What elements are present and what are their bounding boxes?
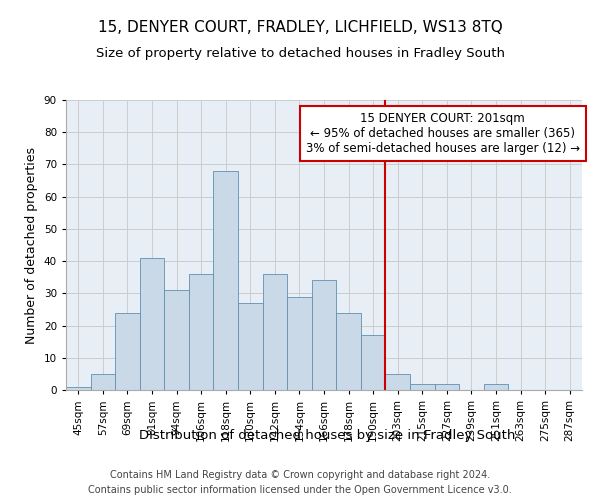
Bar: [263, 274, 287, 390]
Text: Contains HM Land Registry data © Crown copyright and database right 2024.: Contains HM Land Registry data © Crown c…: [110, 470, 490, 480]
Bar: [66, 387, 91, 390]
Bar: [214, 171, 238, 390]
Bar: [164, 290, 189, 390]
Text: Size of property relative to detached houses in Fradley South: Size of property relative to detached ho…: [95, 48, 505, 60]
Bar: [312, 280, 336, 390]
Bar: [287, 296, 312, 390]
Bar: [434, 384, 459, 390]
Bar: [361, 335, 385, 390]
Bar: [336, 312, 361, 390]
Bar: [91, 374, 115, 390]
Bar: [385, 374, 410, 390]
Bar: [115, 312, 140, 390]
Bar: [189, 274, 214, 390]
Text: 15, DENYER COURT, FRADLEY, LICHFIELD, WS13 8TQ: 15, DENYER COURT, FRADLEY, LICHFIELD, WS…: [98, 20, 502, 35]
Bar: [410, 384, 434, 390]
Text: 15 DENYER COURT: 201sqm
← 95% of detached houses are smaller (365)
3% of semi-de: 15 DENYER COURT: 201sqm ← 95% of detache…: [305, 112, 580, 154]
Bar: [140, 258, 164, 390]
Text: Contains public sector information licensed under the Open Government Licence v3: Contains public sector information licen…: [88, 485, 512, 495]
Bar: [238, 303, 263, 390]
Y-axis label: Number of detached properties: Number of detached properties: [25, 146, 38, 344]
Text: Distribution of detached houses by size in Fradley South: Distribution of detached houses by size …: [139, 428, 515, 442]
Bar: [484, 384, 508, 390]
